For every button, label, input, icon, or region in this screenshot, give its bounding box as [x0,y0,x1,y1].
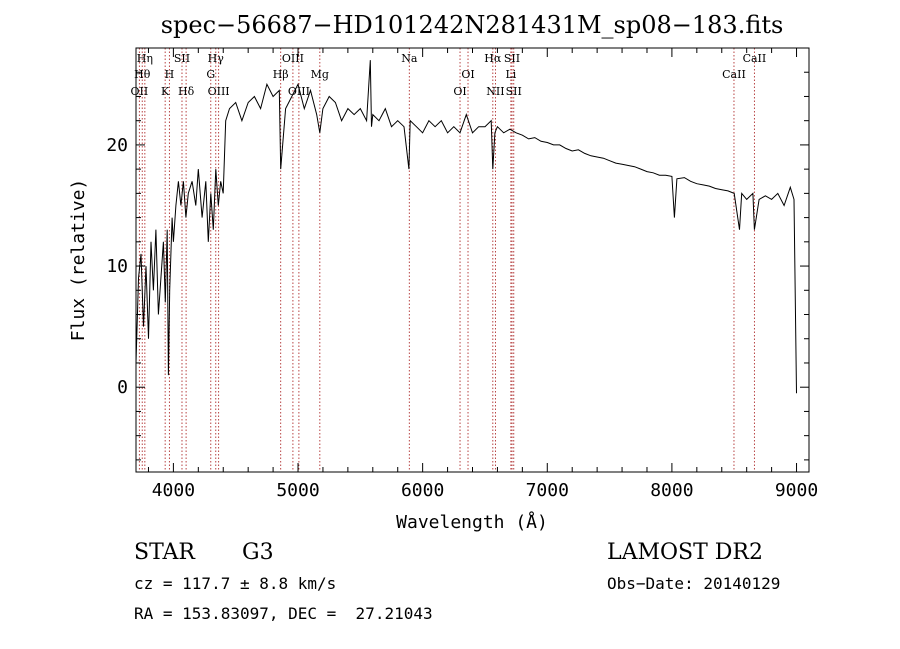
y-tick-label: 0 [117,377,128,398]
coordinates: RA = 153.83097, DEC = 27.21043 [134,604,433,623]
spectral-line-label: OIII [208,85,230,98]
spectral-line-label: Li [505,68,516,81]
spectral-line-label: OI [461,68,474,81]
x-tick-label: 5000 [276,480,319,501]
spectral-line-markers [138,48,755,472]
x-axis: 4000 5000 6000 7000 8000 9000 [147,48,818,501]
spectral-line-label: H [165,68,175,81]
plot-frame [135,47,810,473]
x-axis-label: Wavelength (Å) [396,511,548,533]
spectral-line-label: Na [401,52,418,65]
x-tick-label: 8000 [650,480,693,501]
spectral-line-label: Hη [137,52,153,65]
spectral-line-label: SII [174,52,190,65]
spectral-line-labels: OIIHθHηKHSIIHδGHγOIIIHβOIIIOIIIMgNaOIOIH… [131,52,767,98]
spectral-line-label: NII [486,85,504,98]
spectral-line-label: Mg [311,68,329,81]
observation-date: Obs−Date: 20140129 [607,574,781,593]
spectral-line-label: CaII [743,52,767,65]
spectral-subclass: G3 [242,540,274,565]
spectral-line-label: G [206,68,215,81]
chart-title: spec−56687−HD101242N281431M_sp08−183.fit… [161,11,784,39]
x-tick-label: 7000 [526,480,569,501]
spectral-line-label: Hα [484,52,502,65]
spectral-line-label: K [161,85,170,98]
x-tick-label: 6000 [401,480,444,501]
spectral-line-label: Hδ [178,85,195,98]
spectral-line-label: Hγ [208,52,225,65]
spectral-line-label: SII [506,85,522,98]
y-axis-label: Flux (relative) [68,179,89,342]
spectral-line-label: SII [504,52,520,65]
spectral-line-label: CaII [722,68,746,81]
y-tick-label: 20 [106,135,128,156]
y-axis: 0 10 20 [106,47,809,461]
y-tick-label: 10 [106,256,128,277]
x-tick-label: 9000 [775,480,818,501]
redshift-velocity: cz = 117.7 ± 8.8 km/s [134,574,337,593]
survey-release: LAMOST DR2 [607,540,763,565]
x-tick-label: 4000 [152,480,195,501]
spectral-line-label: OII [131,85,149,98]
spectrum-series-line [135,60,797,394]
spectral-line-label: OIII [282,52,304,65]
spectral-line-label: OIII [288,85,310,98]
spectral-line-label: Hβ [273,68,289,81]
object-class: STAR [134,540,195,565]
spectral-line-label: Hθ [134,68,151,81]
spectral-line-label: OI [453,85,466,98]
